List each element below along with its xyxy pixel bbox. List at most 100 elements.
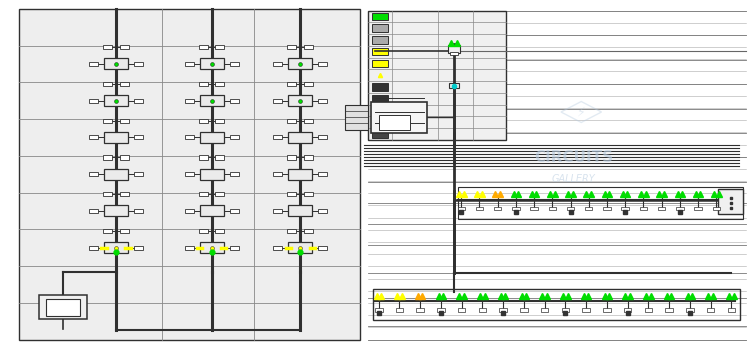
Bar xyxy=(230,62,238,66)
Bar xyxy=(372,48,388,55)
Bar xyxy=(304,45,313,49)
Bar xyxy=(134,99,143,103)
Bar xyxy=(89,172,98,176)
Bar xyxy=(120,192,129,196)
Bar xyxy=(548,206,556,210)
Bar xyxy=(458,308,466,312)
Bar xyxy=(120,119,129,123)
Bar xyxy=(215,192,224,196)
Bar xyxy=(416,308,424,312)
Bar xyxy=(372,13,388,20)
Bar xyxy=(541,308,548,312)
Bar xyxy=(658,206,665,210)
Bar xyxy=(476,206,483,210)
Bar xyxy=(215,119,224,123)
Bar xyxy=(318,135,327,139)
Bar xyxy=(379,116,410,130)
Bar xyxy=(104,58,128,70)
Bar xyxy=(396,308,404,312)
Bar xyxy=(89,99,98,103)
Bar xyxy=(665,308,673,312)
Bar xyxy=(200,242,223,253)
Bar xyxy=(728,308,735,312)
Bar xyxy=(230,209,238,213)
Bar xyxy=(200,58,223,70)
Bar xyxy=(273,172,282,176)
Bar xyxy=(104,132,128,143)
Bar xyxy=(134,172,143,176)
Bar xyxy=(89,62,98,66)
Bar xyxy=(184,246,194,250)
Bar xyxy=(304,229,313,233)
Bar xyxy=(448,45,460,52)
Bar xyxy=(437,308,445,312)
Bar xyxy=(273,246,282,250)
Bar xyxy=(512,206,520,210)
Bar xyxy=(603,206,610,210)
Bar xyxy=(500,308,507,312)
Bar xyxy=(199,119,208,123)
Bar xyxy=(304,192,313,196)
Bar xyxy=(120,45,129,49)
Bar xyxy=(184,62,194,66)
Bar xyxy=(89,135,98,139)
Bar xyxy=(103,155,112,160)
Bar xyxy=(230,135,238,139)
Bar xyxy=(368,10,506,140)
Bar xyxy=(215,82,224,86)
Bar xyxy=(199,155,208,160)
Bar xyxy=(200,205,223,216)
Bar xyxy=(215,229,224,233)
Bar xyxy=(372,36,388,44)
Bar xyxy=(287,229,296,233)
Bar xyxy=(603,308,610,312)
Bar xyxy=(622,206,629,210)
Text: CIRCUITS: CIRCUITS xyxy=(534,150,614,165)
Bar xyxy=(134,246,143,250)
Bar xyxy=(567,206,574,210)
Text: ⚡: ⚡ xyxy=(577,105,586,119)
Bar xyxy=(585,206,592,210)
Bar xyxy=(200,95,223,106)
Bar xyxy=(288,169,312,180)
Bar xyxy=(134,135,143,139)
Bar xyxy=(120,229,129,233)
Bar xyxy=(372,25,388,32)
Bar xyxy=(372,60,388,67)
Bar xyxy=(640,206,647,210)
Bar xyxy=(230,246,238,250)
Bar xyxy=(184,209,194,213)
Bar xyxy=(686,308,694,312)
Bar xyxy=(200,169,223,180)
Bar xyxy=(520,308,528,312)
Bar xyxy=(103,192,112,196)
Bar xyxy=(104,205,128,216)
Bar xyxy=(104,169,128,180)
Bar xyxy=(184,135,194,139)
Bar xyxy=(318,172,327,176)
Bar xyxy=(103,82,112,86)
Bar xyxy=(372,119,388,126)
Bar xyxy=(120,82,129,86)
Bar xyxy=(373,289,740,320)
Bar xyxy=(304,82,313,86)
Bar xyxy=(273,62,282,66)
Bar xyxy=(288,205,312,216)
Bar xyxy=(184,172,194,176)
Bar xyxy=(287,82,296,86)
Bar xyxy=(215,155,224,160)
Bar xyxy=(134,62,143,66)
Bar xyxy=(287,119,296,123)
Bar xyxy=(199,45,208,49)
Bar xyxy=(458,187,742,219)
Bar xyxy=(375,308,382,312)
Bar xyxy=(304,155,313,160)
Bar xyxy=(230,172,238,176)
Bar xyxy=(288,58,312,70)
Bar xyxy=(458,206,465,210)
Bar xyxy=(450,52,458,55)
Bar xyxy=(199,82,208,86)
Bar xyxy=(372,107,388,114)
Bar xyxy=(89,209,98,213)
Bar xyxy=(712,206,720,210)
